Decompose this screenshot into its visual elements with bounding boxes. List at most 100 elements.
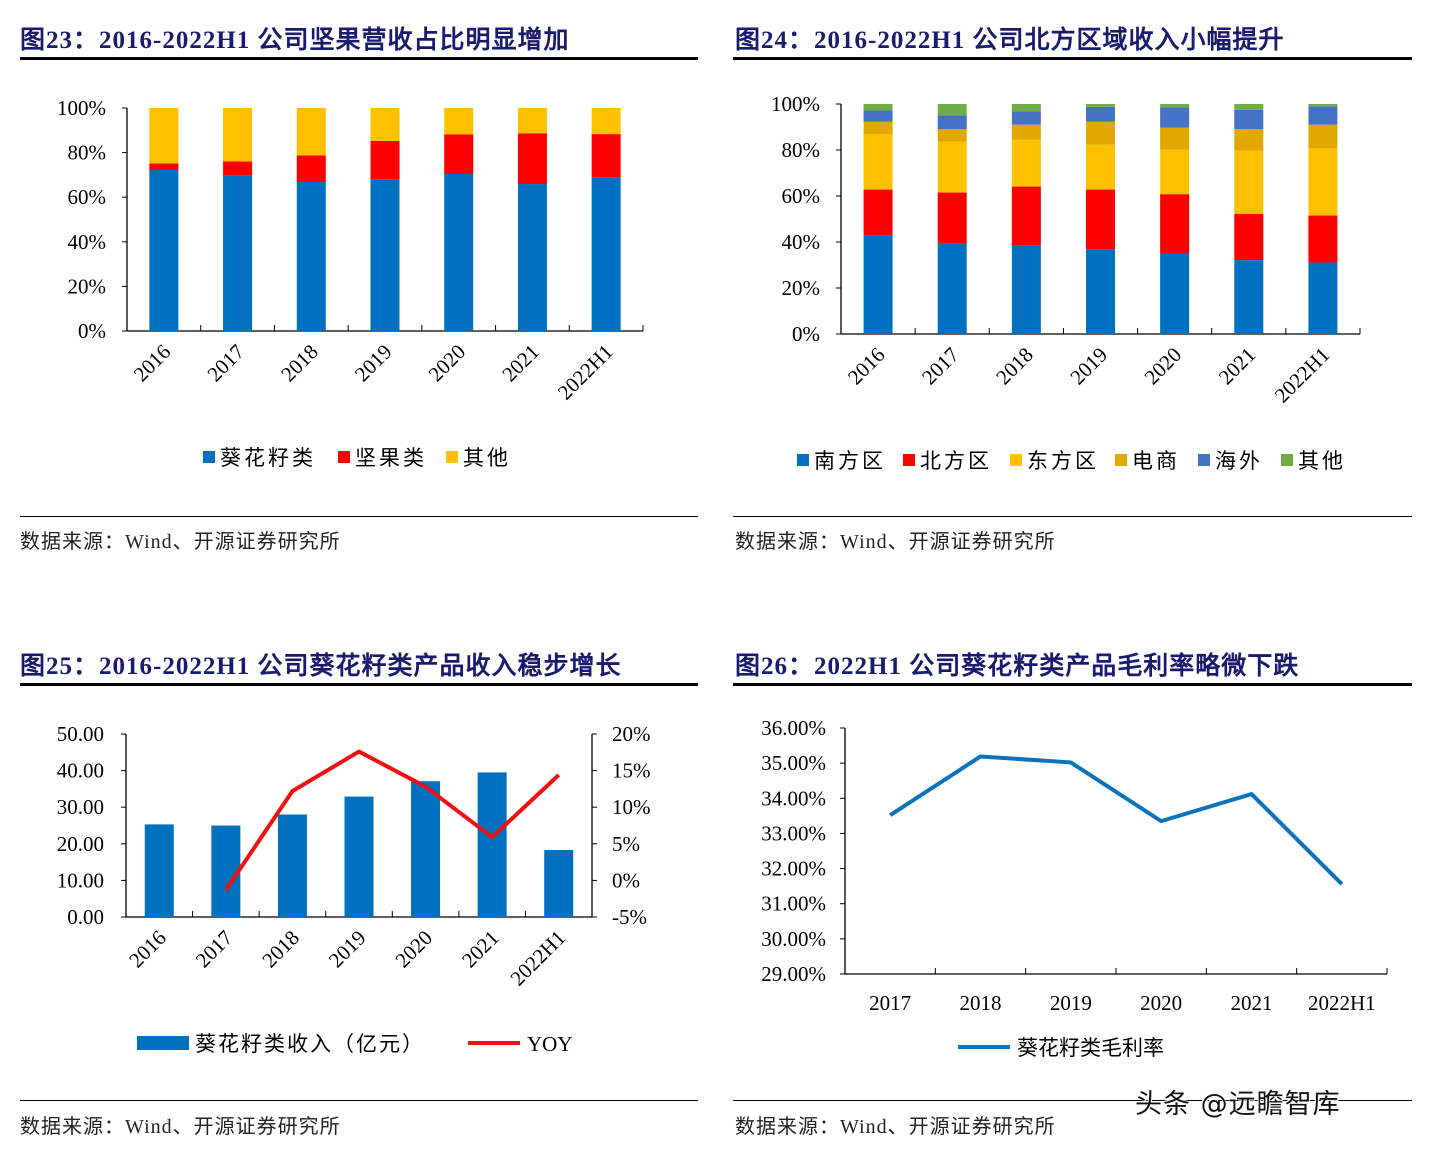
fig23-bar-其他: [223, 108, 253, 162]
fig23-source-rule: [20, 516, 698, 517]
fig23-legend-label: 其他: [463, 446, 511, 470]
fig24-bar-东方区: [1011, 139, 1041, 187]
fig25-x-tick-label: 2019: [324, 926, 371, 973]
fig23-y-tick-label: 40%: [68, 230, 107, 254]
fig23-title-rule: [20, 57, 698, 60]
fig24-bar-北方区: [1234, 213, 1264, 261]
fig23-title: 图23：2016-2022H1 公司坚果营收占比明显增加: [20, 27, 570, 54]
fig26-x-tick-label: 2022H1: [1308, 991, 1376, 1015]
fig24-bar-北方区: [937, 192, 967, 244]
fig25-y-tick-label: 50.00: [57, 722, 104, 746]
fig25-x-tick-label: 2016: [124, 926, 171, 973]
fig23-y-tick-label: 60%: [68, 185, 107, 209]
fig24-bar-海外: [1011, 111, 1041, 125]
fig24-x-tick-label: 2021: [1214, 343, 1261, 390]
fig23-bar-其他: [370, 108, 400, 142]
fig23-x-tick-label: 2019: [350, 340, 397, 387]
fig24-bar-其他: [863, 104, 893, 111]
fig24-bar-北方区: [1308, 215, 1338, 263]
fig24-bar-东方区: [937, 141, 967, 193]
fig25-bar: [277, 814, 307, 917]
fig24-legend-swatch: [1198, 454, 1210, 466]
fig23-bar-葵花籽类: [296, 182, 326, 331]
fig23-bar-其他: [296, 108, 326, 156]
fig23-y-tick-label: 0%: [78, 319, 106, 343]
fig23-bar-坚果类: [591, 134, 621, 178]
fig23-bar-其他: [517, 108, 547, 134]
fig23-bar-坚果类: [444, 134, 474, 175]
fig24-bar-东方区: [1160, 149, 1190, 195]
fig23-bar-坚果类: [149, 163, 179, 170]
fig24-legend-label: 南方区: [814, 449, 886, 473]
fig26-x-tick-label: 2019: [1050, 991, 1092, 1015]
fig24-bar-其他: [937, 104, 967, 116]
fig23-y-tick-label: 20%: [68, 274, 107, 298]
fig24-bar-海外: [863, 110, 893, 122]
fig24-bar-东方区: [1086, 144, 1115, 190]
fig25-y-tick-label: 0.00: [67, 905, 104, 929]
fig25-x-tick-label: 2022H1: [505, 926, 570, 991]
fig24-legend-label: 北方区: [920, 449, 992, 473]
fig25-y-tick-label: 20.00: [57, 832, 104, 856]
fig25-x-tick-label: 2021: [457, 926, 504, 973]
fig25-y2-tick-label: 0%: [612, 868, 640, 892]
fig25-legend-label: YOY: [527, 1032, 573, 1056]
fig25-bar: [344, 796, 374, 917]
fig26-y-tick-label: 30.00%: [761, 927, 826, 951]
fig24-bar-电商: [863, 121, 893, 135]
fig26-x-tick-label: 2020: [1140, 991, 1182, 1015]
fig24-bar-电商: [937, 129, 967, 142]
fig26-source: 数据来源：Wind、开源证券研究所: [735, 1116, 1056, 1138]
fig25-source-rule: [20, 1100, 698, 1101]
fig24-bar-电商: [1308, 124, 1338, 149]
fig24-legend-label: 电商: [1132, 449, 1180, 473]
fig24-bar-北方区: [863, 189, 893, 236]
fig24-bar-东方区: [1234, 150, 1264, 214]
fig26-y-tick-label: 29.00%: [761, 962, 826, 986]
fig24-x-tick-label: 2016: [843, 343, 890, 390]
fig24-bar-其他: [1308, 104, 1338, 107]
fig24-x-tick-label: 2017: [917, 343, 964, 390]
fig24-legend-label: 东方区: [1027, 449, 1099, 473]
fig25-title-rule: [20, 683, 698, 686]
fig24-bar-东方区: [863, 134, 893, 190]
fig24-bar-其他: [1160, 104, 1190, 108]
fig24-bar-南方区: [1160, 253, 1190, 334]
fig23-x-tick-label: 2020: [424, 340, 471, 387]
fig24-source: 数据来源：Wind、开源证券研究所: [735, 531, 1056, 553]
fig25-y2-tick-label: 10%: [612, 795, 651, 819]
fig23-legend-label: 葵花籽类: [220, 446, 316, 470]
fig24-bar-其他: [1086, 104, 1115, 107]
fig24-bar-南方区: [1234, 260, 1264, 334]
fig25-x-tick-label: 2017: [191, 926, 238, 973]
fig25-title: 图25：2016-2022H1 公司葵花籽类产品收入稳步增长: [20, 653, 622, 680]
fig24-bar-南方区: [1011, 245, 1041, 334]
fig26-y-tick-label: 34.00%: [761, 786, 826, 810]
fig24-y-tick-label: 100%: [771, 92, 820, 116]
fig24-y-tick-label: 40%: [782, 230, 821, 254]
fig24-legend-swatch: [1010, 454, 1022, 466]
fig24-bar-南方区: [863, 235, 893, 334]
fig24-bar-海外: [1308, 106, 1338, 125]
fig24-bar-海外: [1160, 107, 1190, 128]
fig26-source-rule: [733, 1100, 1412, 1101]
fig24-legend-swatch: [903, 454, 915, 466]
fig24-bar-北方区: [1086, 189, 1115, 250]
fig23-bar-葵花籽类: [223, 175, 253, 331]
fig23-x-tick-label: 2016: [129, 340, 176, 387]
fig24-bar-电商: [1234, 129, 1264, 151]
fig25-line-YOY: [224, 749, 561, 892]
fig23-legend-swatch: [446, 451, 458, 463]
fig23-bar-其他: [149, 108, 179, 164]
fig25-legend-bar-swatch: [137, 1036, 189, 1050]
fig23-bar-葵花籽类: [444, 174, 474, 331]
fig26-legend-label: 葵花籽类毛利率: [1017, 1036, 1164, 1060]
fig24-source-rule: [733, 516, 1412, 517]
fig24-bar-海外: [937, 115, 967, 130]
fig26-y-tick-label: 36.00%: [761, 716, 826, 740]
fig24-legend-swatch: [1281, 454, 1293, 466]
fig24-title-rule: [733, 57, 1412, 60]
fig25-x-tick-label: 2018: [257, 926, 304, 973]
fig23-bar-葵花籽类: [591, 177, 621, 331]
